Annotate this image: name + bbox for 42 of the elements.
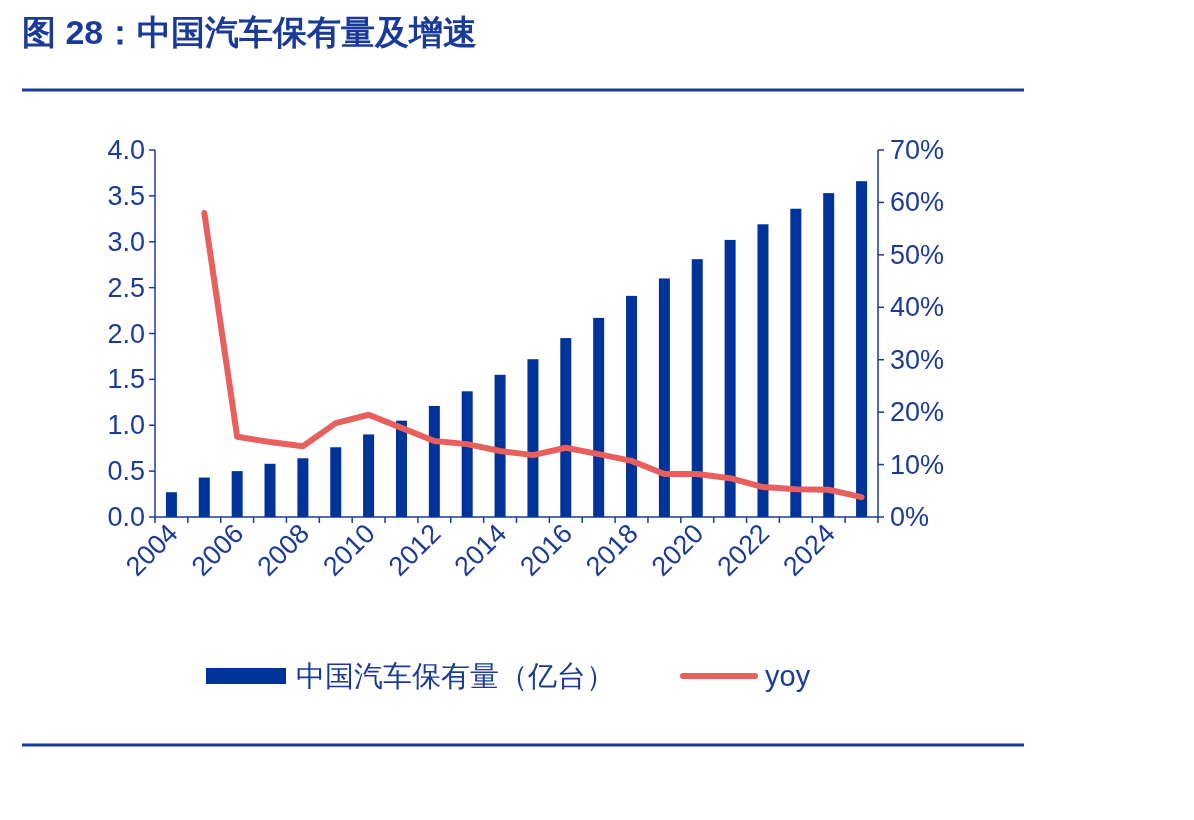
- legend-label: yoy: [765, 660, 811, 692]
- y2-tick-label: 40%: [890, 292, 945, 323]
- y-tick-label: 0.5: [107, 456, 145, 487]
- y2-tick-label: 30%: [890, 344, 945, 375]
- y-tick-label: 2.5: [107, 272, 145, 303]
- bar: [461, 391, 473, 517]
- bar: [330, 447, 342, 517]
- bar: [198, 477, 210, 517]
- bar: [231, 471, 243, 517]
- y-tick-label: 0.0: [107, 502, 145, 532]
- bar: [428, 405, 440, 517]
- bar: [790, 208, 802, 517]
- y2-tick-label: 20%: [890, 397, 945, 428]
- y2-tick-label: 0%: [890, 502, 930, 532]
- bar: [658, 278, 670, 517]
- bar: [264, 463, 276, 517]
- bar: [626, 295, 638, 517]
- bar: [757, 224, 769, 517]
- bar: [856, 181, 868, 517]
- bar: [560, 338, 572, 517]
- bar: [363, 434, 375, 517]
- y2-tick-label: 50%: [890, 239, 945, 270]
- bar: [527, 359, 539, 517]
- y2-tick-label: 70%: [890, 135, 945, 165]
- y-tick-label: 1.0: [107, 410, 145, 441]
- y-tick-label: 2.0: [107, 318, 145, 349]
- y-tick-label: 3.0: [107, 226, 145, 257]
- y-tick-label: 1.5: [107, 364, 145, 395]
- legend-label: 中国汽车保有量（亿台）: [296, 660, 615, 692]
- bar: [165, 492, 177, 517]
- bar: [823, 193, 835, 517]
- bar: [494, 374, 506, 517]
- chart-title: 图 28：中国汽车保有量及增速: [22, 13, 478, 51]
- bar: [297, 458, 309, 517]
- bar: [593, 317, 605, 517]
- y-tick-label: 3.5: [107, 180, 145, 211]
- y2-tick-label: 60%: [890, 187, 945, 218]
- bar: [691, 259, 703, 517]
- y2-tick-label: 10%: [890, 449, 945, 480]
- bar: [724, 239, 736, 517]
- y-tick-label: 4.0: [107, 135, 145, 165]
- bar: [395, 420, 407, 517]
